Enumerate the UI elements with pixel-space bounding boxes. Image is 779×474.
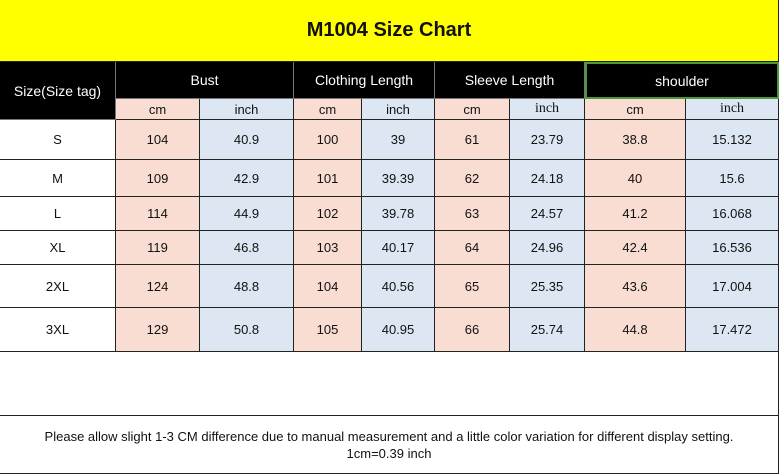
value-cell: 39.78 [362,197,435,231]
unit-cell: inch [200,99,294,120]
value-cell: 40.56 [362,265,435,308]
size-cell: M [0,160,116,197]
value-cell: 104 [116,120,200,160]
value-cell: 24.57 [510,197,585,231]
value-cell: 42.9 [200,160,294,197]
value-cell: 40.17 [362,231,435,265]
value-cell: 103 [294,231,362,265]
value-cell: 17.004 [686,265,779,308]
value-cell: 101 [294,160,362,197]
unit-cell: cm [294,99,362,120]
value-cell: 102 [294,197,362,231]
value-cell: 44.8 [585,308,686,352]
header-cell: shoulder [585,62,779,99]
size-cell: L [0,197,116,231]
value-cell: 39 [362,120,435,160]
unit-cell: cm [435,99,510,120]
value-cell: 41.2 [585,197,686,231]
value-cell: 25.35 [510,265,585,308]
unit-cell: cm [585,99,686,120]
unit-cell: inch [510,99,585,120]
value-cell: 66 [435,308,510,352]
size-cell: XL [0,231,116,265]
value-cell: 114 [116,197,200,231]
value-cell: 16.536 [686,231,779,265]
value-cell: 43.6 [585,265,686,308]
value-cell: 40 [585,160,686,197]
value-cell: 40.9 [200,120,294,160]
header-cell: Size(Size tag) [0,62,116,120]
unit-cell: inch [686,99,779,120]
value-cell: 23.79 [510,120,585,160]
value-cell: 104 [294,265,362,308]
value-cell: 42.4 [585,231,686,265]
value-cell: 17.472 [686,308,779,352]
footer-line: Please allow slight 1-3 CM difference du… [44,428,734,444]
value-cell: 119 [116,231,200,265]
value-cell: 105 [294,308,362,352]
value-cell: 63 [435,197,510,231]
header-cell: Bust [116,62,294,99]
value-cell: 109 [116,160,200,197]
value-cell: 24.96 [510,231,585,265]
unit-cell: cm [116,99,200,120]
size-cell: S [0,120,116,160]
title: M1004 Size Chart [0,0,779,62]
size-cell: 3XL [0,308,116,352]
value-cell: 16.068 [686,197,779,231]
value-cell: 65 [435,265,510,308]
value-cell: 61 [435,120,510,160]
value-cell: 25.74 [510,308,585,352]
value-cell: 15.132 [686,120,779,160]
value-cell: 48.8 [200,265,294,308]
value-cell: 100 [294,120,362,160]
size-cell: 2XL [0,265,116,308]
value-cell: 38.8 [585,120,686,160]
footer-line: 1cm=0.39 inch [346,445,432,461]
value-cell: 124 [116,265,200,308]
value-cell: 15.6 [686,160,779,197]
header-cell: Sleeve Length [435,62,585,99]
value-cell: 24.18 [510,160,585,197]
value-cell: 44.9 [200,197,294,231]
value-cell: 40.95 [362,308,435,352]
empty-row [0,352,779,416]
value-cell: 39.39 [362,160,435,197]
value-cell: 50.8 [200,308,294,352]
header-cell: Clothing Length [294,62,435,99]
footer: Please allow slight 1-3 CM difference du… [0,415,779,474]
value-cell: 129 [116,308,200,352]
value-cell: 62 [435,160,510,197]
value-cell: 46.8 [200,231,294,265]
value-cell: 64 [435,231,510,265]
unit-cell: inch [362,99,435,120]
